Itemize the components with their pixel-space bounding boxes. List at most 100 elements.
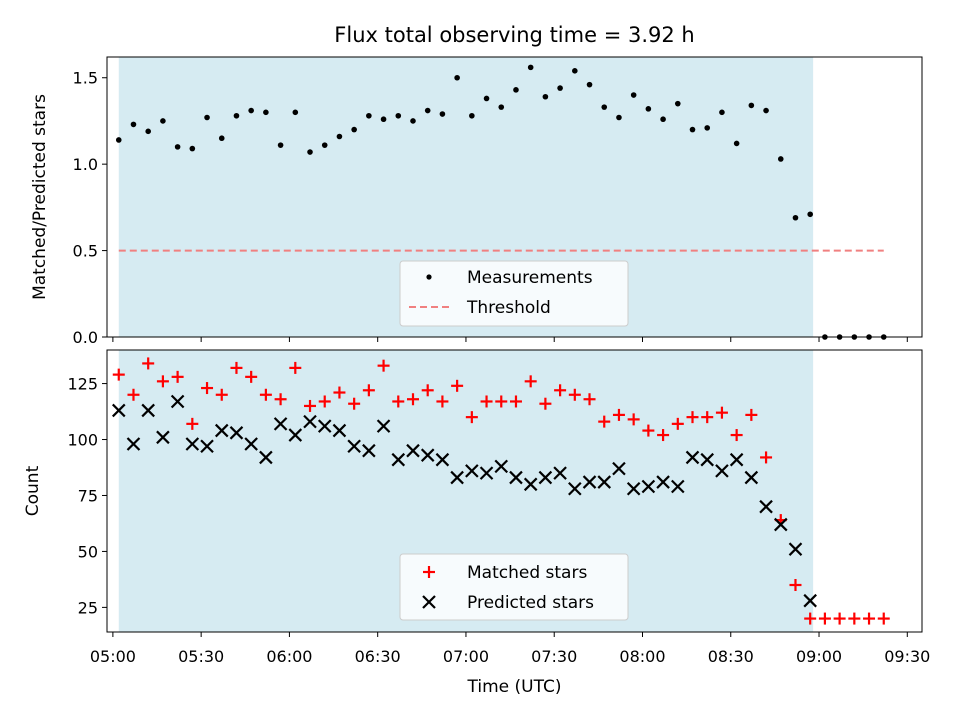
top-x-ticks [112,337,908,342]
matched-star-point [509,395,522,408]
measurement-point [292,109,299,116]
predicted-star-point [229,426,244,440]
measurement-point [777,156,784,162]
predicted-star-point [803,593,817,608]
matched-star-point [642,424,655,437]
matched-star-point [480,395,493,408]
matched-star-point [833,612,846,625]
measurement-point [572,68,578,74]
matched-star-point [259,388,272,401]
measurement-point [527,64,534,71]
matched-star-point [421,384,434,397]
matched-star-point [568,388,581,401]
legend-label-measurements: Measurements [467,268,593,288]
x-tick-label: 05:00 [90,647,136,666]
y-tick-label: 1.0 [73,155,98,174]
matched-star-point [848,612,861,625]
legend-marker-measurements [426,274,432,280]
bottom-legend-box [399,553,629,621]
predicted-star-point [273,417,288,431]
top-axes-frame [106,56,923,338]
matched-star-point [583,393,596,406]
x-tick-label: 09:30 [884,647,930,666]
measurement-point [160,118,166,124]
measurement-point [616,114,622,121]
predicted-star-point [612,461,626,476]
matched-star-point [289,361,302,374]
matched-star-point [627,413,640,426]
bottom-panel: 25 50 75 100 125 05:00 05:30 06:00 06:30 07:00 07… [23,349,930,697]
matched-star-point [451,379,464,392]
x-tick-label: 07:30 [531,647,577,666]
predicted-star-point [523,477,538,492]
matched-star-point [657,429,670,442]
matched-star-point [789,579,802,591]
measurement-point [674,100,681,107]
matched-star-point [804,612,817,625]
legend-label-predicted-stars: Predicted stars [467,593,594,613]
matched-star-point [495,395,508,408]
measurement-point [336,133,343,140]
measurement-point [130,121,137,128]
matched-star-point [715,406,728,419]
matched-star-point [745,408,758,421]
predicted-star-point [685,450,700,465]
measurement-point [424,107,431,114]
measurement-point [542,93,549,100]
measurement-point [218,135,225,142]
y-tick-label: 0.0 [73,328,98,347]
predicted-star-point [420,448,435,462]
predicted-star-point [141,403,155,418]
predicted-star-point [347,439,361,454]
top-y-axis-label: Matched/Predicted stars [30,94,50,300]
measurement-point [748,102,755,109]
matched-star-point [554,384,567,397]
predicted-star-point [582,475,597,489]
predicted-star-point [568,481,582,496]
x-tick-label: 05:30 [178,647,224,666]
matched-star-point [186,417,199,430]
measurement-point [792,214,799,221]
y-tick-label: 0.5 [73,242,98,261]
predicted-star-point [362,443,376,458]
measurement-point [248,107,254,114]
matched-star-point [156,375,169,388]
x-tick-label: 07:00 [443,647,489,666]
y-tick-label: 25 [78,598,98,617]
predicted-star-point [406,443,420,458]
chart-title: Flux total observing time = 3.92 h [334,23,694,47]
measurement-point [277,142,284,148]
measurement-point [630,92,637,98]
measurement-point [719,109,725,116]
predicted-star-point [214,423,229,438]
bottom-y-axis-label: Count [23,465,43,516]
x-axis-label: Time (UTC) [467,677,562,697]
top-legend-box [399,260,629,327]
measurement-point [704,125,711,131]
matched-star-point [201,382,214,395]
matched-star-point [598,415,611,428]
measurement-point [601,104,608,110]
predicted-star-point [479,466,494,480]
predicted-star-point [538,470,553,485]
predicted-star-point [465,464,479,478]
measurement-point [439,111,446,117]
bottom-legend: Matched stars Predicted stars [399,553,629,621]
matched-star-point [818,612,831,625]
predicted-star-point [156,430,170,445]
measurement-point [189,145,196,152]
measurement-point [351,126,357,133]
measurement-point [454,74,460,81]
predicted-star-point [597,475,612,489]
matched-star-point [215,388,228,401]
matched-star-point [127,388,140,401]
predicted-star-point [126,437,141,451]
measurement-point [263,109,269,116]
measurement-point [204,114,210,121]
matched-star-point [701,411,714,424]
legend-marker-predicted-stars [422,595,436,609]
measurement-point [380,116,387,123]
predicted-star-point [317,419,332,433]
matched-star-point [436,395,449,408]
measurement-point [586,81,593,88]
